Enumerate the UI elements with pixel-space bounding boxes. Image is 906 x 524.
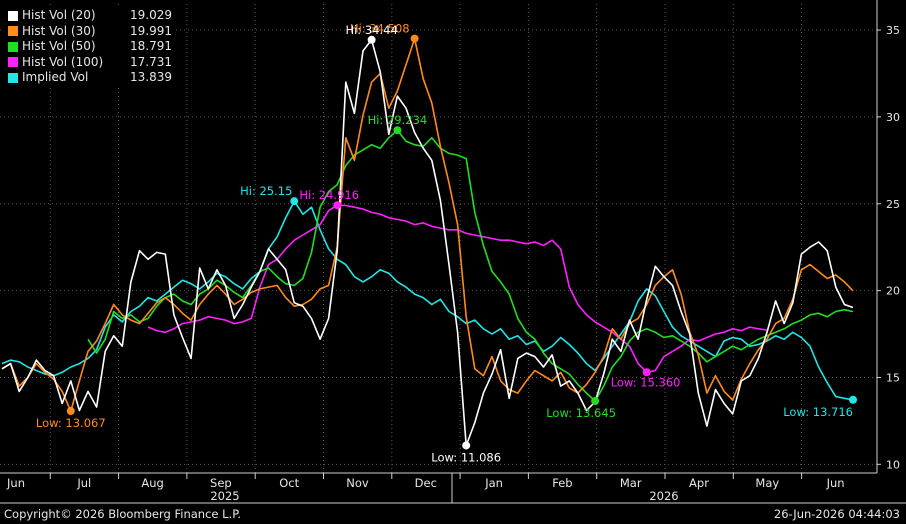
series-layer <box>1 37 854 447</box>
annotation-marker <box>333 201 342 210</box>
annotation-marker <box>410 34 419 43</box>
series-line-implied-vol <box>1 200 854 401</box>
x-month-label: Jul <box>76 476 91 490</box>
legend-item: Hist Vol (100) 17.731 <box>8 55 172 71</box>
x-month-label: Dec <box>415 476 437 490</box>
legend-swatch <box>8 10 18 21</box>
annotation-label: Low: 11.086 <box>431 450 501 464</box>
copyright-text: Copyright© 2026 Bloomberg Finance L.P. <box>4 507 241 521</box>
legend-item: Hist Vol (30) 19.991 <box>8 24 172 40</box>
annotation-label: Hi: 24.916 <box>299 188 359 202</box>
annotation-marker <box>66 407 75 416</box>
legend-series-value: 17.731 <box>130 54 172 69</box>
legend-swatch <box>8 26 18 37</box>
annotation-label: Hi: 34.508 <box>350 22 410 36</box>
legend-series-value: 19.029 <box>130 8 172 22</box>
legend-series-value: 13.839 <box>130 70 172 84</box>
annotation-marker <box>367 35 376 44</box>
legend-series-name: Hist Vol (30) <box>22 23 96 38</box>
y-tick-label: 15 <box>886 371 900 384</box>
legend-series-name: Hist Vol (50) <box>22 39 96 53</box>
x-month-label: Oct <box>279 476 299 490</box>
legend-series-name: Hist Vol (20) <box>22 8 96 22</box>
series-line-hist-vol-20 <box>1 39 854 447</box>
annotation-marker <box>591 396 600 405</box>
annotation-label: Low: 13.716 <box>783 405 853 419</box>
y-tick-label: 35 <box>886 24 900 37</box>
annotation-marker <box>849 395 857 404</box>
y-tick-label: 30 <box>886 111 900 124</box>
legend-swatch <box>8 41 18 52</box>
x-year-label: 2025 <box>210 489 239 503</box>
x-month-label: Jan <box>484 476 503 490</box>
timestamp-text: 26-Jun-2026 04:44:03 <box>773 507 900 521</box>
legend-item: Hist Vol (50) 18.791 <box>8 39 172 55</box>
legend: Hist Vol (20) 19.029 Hist Vol (30) 19.991 Hi… <box>4 6 176 88</box>
x-month-label: Feb <box>552 476 572 490</box>
x-month-label: Nov <box>346 476 369 490</box>
y-tick-label: 25 <box>886 198 900 211</box>
y-tick-label: 10 <box>886 458 900 471</box>
annotation-label: Low: 13.067 <box>36 416 106 430</box>
annotation-marker <box>462 441 471 450</box>
annotation-marker <box>290 197 299 206</box>
x-month-label: Jun <box>6 476 25 490</box>
annotation-marker <box>393 126 402 135</box>
legend-item: Implied Vol 13.839 <box>8 70 172 86</box>
annotation-label: Low: 15.360 <box>611 375 681 389</box>
y-tick-label: 20 <box>886 285 900 298</box>
x-month-label: May <box>755 476 779 490</box>
legend-swatch <box>8 57 18 68</box>
series-line-hist-vol-30 <box>1 37 854 412</box>
legend-swatch <box>8 72 18 83</box>
x-month-label: Jun <box>826 476 845 490</box>
legend-series-name: Implied Vol <box>22 70 89 84</box>
annotation-label: Low: 13.645 <box>546 406 616 420</box>
legend-series-value: 19.991 <box>130 23 172 38</box>
x-month-label: Sep <box>210 476 232 490</box>
x-month-label: Aug <box>141 476 163 490</box>
annotation-label: Hi: 29.234 <box>368 113 428 127</box>
x-month-label: Mar <box>620 476 642 490</box>
annotation-marker <box>642 368 651 377</box>
x-year-label: 2026 <box>649 489 678 503</box>
annotation-label: Hi: 25.15 <box>240 184 292 198</box>
x-month-label: Apr <box>689 476 709 490</box>
legend-item: Hist Vol (20) 19.029 <box>8 8 172 24</box>
legend-series-value: 18.791 <box>130 39 172 53</box>
annotation-label: Hi: 34.44 <box>345 23 397 37</box>
series-line-hist-vol-50 <box>87 129 854 402</box>
legend-series-name: Hist Vol (100) <box>22 54 104 69</box>
